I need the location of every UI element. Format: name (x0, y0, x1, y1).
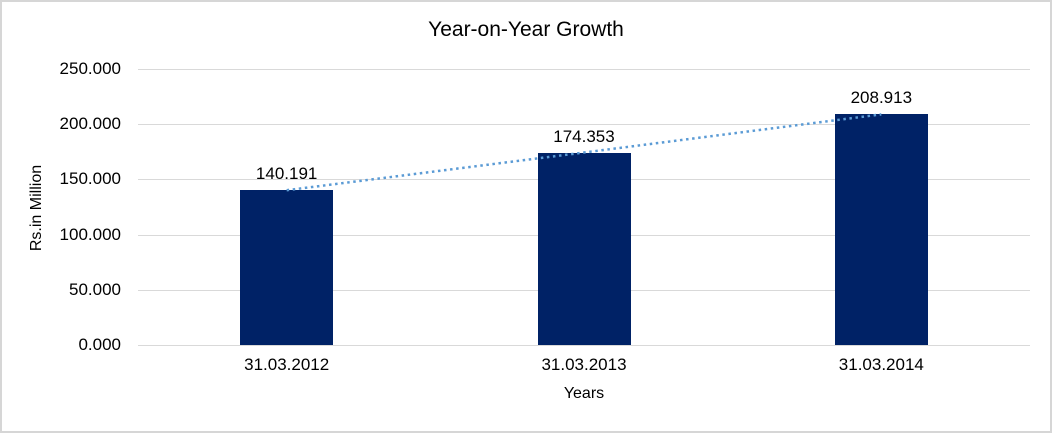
plot-area: 140.191 174.353 208.913 (138, 69, 1030, 346)
gridline (138, 345, 1030, 346)
gridline (138, 124, 1030, 126)
y-tick-label: 50.000 (69, 279, 121, 299)
bar-value-label: 174.353 (553, 126, 615, 146)
x-axis-title: Years (563, 385, 605, 402)
x-tick-label: 31.03.2012 (244, 355, 330, 374)
y-tick-label: 150.000 (59, 169, 121, 189)
bar-value-label: 140.191 (255, 164, 318, 184)
x-tick-label: 31.03.2013 (541, 355, 627, 374)
bar-31.03.2013 (537, 152, 631, 345)
gridline (138, 69, 1030, 70)
y-tick-label: 0.000 (78, 335, 121, 354)
bar-31.03.2014 (834, 114, 928, 345)
x-tick-label: 31.03.2014 (838, 355, 924, 374)
chart-title: Year-on-Year Growth (428, 18, 624, 41)
bar-31.03.2012 (240, 190, 334, 345)
x-axis-tick-labels: 31.03.2012 31.03.2013 31.03.2014 (138, 355, 1030, 377)
bar-value-label: 208.913 (850, 88, 913, 108)
y-tick-label: 250.000 (59, 59, 121, 78)
trendline (286, 113, 882, 192)
y-tick-label: 200.000 (59, 114, 121, 134)
y-tick-label: 100.000 (59, 224, 121, 244)
y-axis-tick-labels: 0.000 50.000 100.000 150.000 200.000 250.000 (2, 59, 121, 354)
